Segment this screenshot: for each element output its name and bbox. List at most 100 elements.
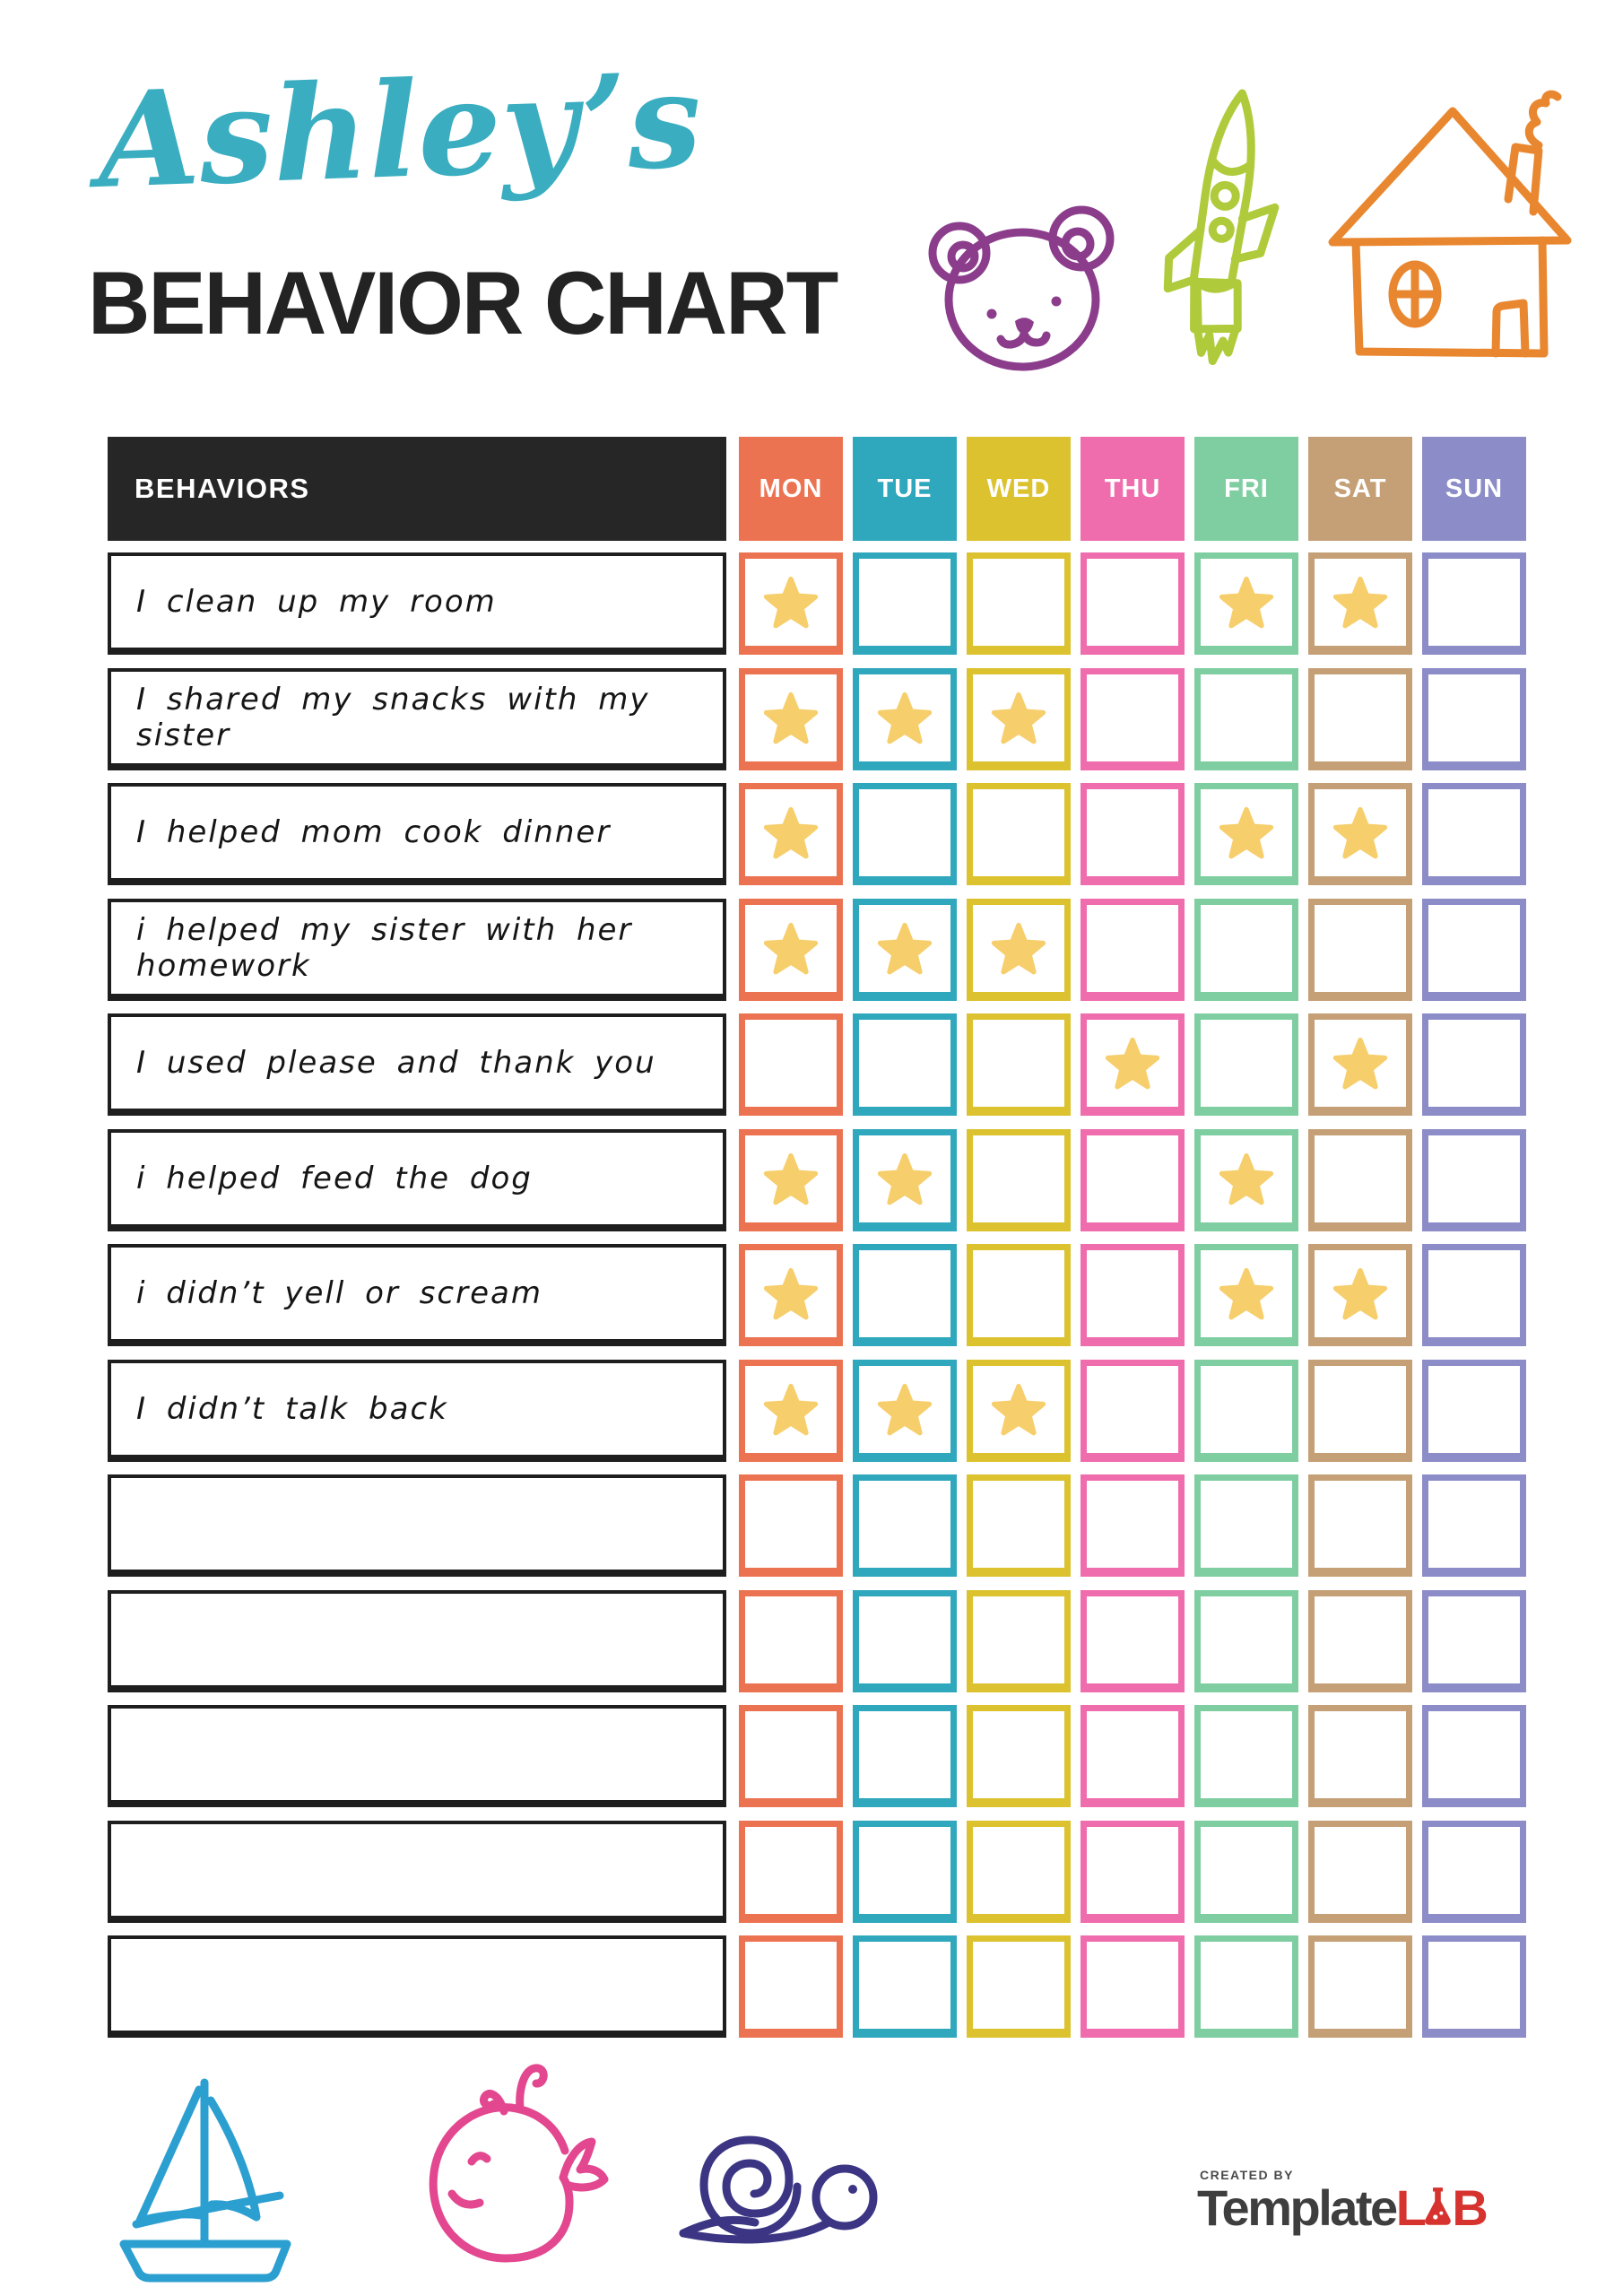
day-cell-thu: [1081, 899, 1185, 1001]
day-cell-tue: [853, 783, 957, 885]
star-icon: [991, 1383, 1046, 1435]
day-cell-fri: [1194, 1013, 1298, 1116]
day-cell-mon: [739, 1935, 843, 2038]
behavior-text: i didn’t yell or scream: [136, 1275, 542, 1311]
day-cell-sun: [1422, 899, 1526, 1001]
star-icon: [1332, 1267, 1388, 1319]
day-cell-mon: [739, 899, 843, 1001]
day-cell-fri: [1194, 1244, 1298, 1346]
rocket-icon: [1163, 89, 1280, 365]
behavior-text: I used please and thank you: [136, 1045, 656, 1081]
day-cell-thu: [1081, 1360, 1185, 1462]
day-cell-thu: [1081, 783, 1185, 885]
behavior-label: [108, 1590, 726, 1692]
day-cell-thu: [1081, 1244, 1185, 1346]
behavior-label: [108, 1705, 726, 1807]
day-cell-mon: [739, 1821, 843, 1923]
day-cell-sun: [1422, 1013, 1526, 1116]
star-icon: [991, 922, 1046, 974]
behavior-label: [108, 1821, 726, 1923]
star-icon: [763, 1383, 819, 1435]
behavior-text: I helped mom cook dinner: [136, 814, 612, 850]
star-icon: [763, 1152, 819, 1205]
day-cell-mon: [739, 1013, 843, 1116]
day-cell-sun: [1422, 1821, 1526, 1923]
day-cell-mon: [739, 1129, 843, 1231]
day-cell-sun: [1422, 783, 1526, 885]
star-icon: [1219, 1267, 1274, 1319]
day-cell-thu: [1081, 1474, 1185, 1577]
behavior-text: I shared my snacks with my sister: [136, 682, 650, 753]
day-cell-tue: [853, 1013, 957, 1116]
behavior-label: I clean up my room: [108, 552, 726, 655]
day-cell-wed: [967, 783, 1071, 885]
star-icon: [1219, 1152, 1274, 1205]
flask-icon: [1425, 2187, 1452, 2225]
day-cell-sun: [1422, 1360, 1526, 1462]
behavior-label: I didn’t talk back: [108, 1360, 726, 1462]
day-cell-tue: [853, 1935, 957, 2038]
day-cell-thu: [1081, 668, 1185, 770]
day-cell-sun: [1422, 668, 1526, 770]
day-cell-fri: [1194, 783, 1298, 885]
day-cell-mon: [739, 1360, 843, 1462]
day-cell-mon: [739, 783, 843, 885]
day-cell-sun: [1422, 1705, 1526, 1807]
behavior-label: i helped my sister with her homework: [108, 899, 726, 1001]
behavior-table: BEHAVIORS MON TUE WED THU FRI SAT SUN I clean u…: [108, 437, 1526, 2042]
day-cell-mon: [739, 1244, 843, 1346]
day-header-mon: MON: [739, 437, 843, 541]
star-icon: [763, 1267, 819, 1319]
snail-icon: [679, 2135, 878, 2244]
star-icon: [763, 806, 819, 858]
star-icon: [763, 576, 819, 628]
day-header-wed: WED: [967, 437, 1071, 541]
day-cell-sat: [1308, 899, 1412, 1001]
behavior-text: I clean up my room: [136, 584, 497, 620]
day-cell-sat: [1308, 552, 1412, 655]
brand-logo: CREATED BY TemplateL B: [1197, 2168, 1583, 2233]
sailboat-icon: [119, 2078, 291, 2283]
day-cell-wed: [967, 1474, 1071, 1577]
day-cell-fri: [1194, 1821, 1298, 1923]
day-cell-sat: [1308, 1474, 1412, 1577]
day-cell-thu: [1081, 1590, 1185, 1692]
day-header-tue: TUE: [853, 437, 957, 541]
child-name: Ashley’s: [95, 43, 704, 218]
day-cell-tue: [853, 1244, 957, 1346]
day-cell-tue: [853, 1590, 957, 1692]
day-cell-thu: [1081, 1013, 1185, 1116]
day-cell-sun: [1422, 1129, 1526, 1231]
star-icon: [1105, 1037, 1160, 1089]
day-cell-fri: [1194, 552, 1298, 655]
star-icon: [877, 1152, 933, 1205]
day-cell-sun: [1422, 1244, 1526, 1346]
day-cell-wed: [967, 1821, 1071, 1923]
day-cell-fri: [1194, 1360, 1298, 1462]
day-cell-sun: [1422, 1935, 1526, 2038]
day-cell-fri: [1194, 1705, 1298, 1807]
behavior-label: I shared my snacks with my sister: [108, 668, 726, 770]
day-cell-mon: [739, 1590, 843, 1692]
day-cell-tue: [853, 1129, 957, 1231]
behavior-label: i helped feed the dog: [108, 1129, 726, 1231]
behavior-text: i helped feed the dog: [136, 1161, 533, 1196]
day-cell-wed: [967, 1935, 1071, 2038]
behavior-text: i helped my sister with her homework: [136, 912, 633, 984]
star-icon: [1219, 576, 1274, 628]
brand-lab-l: L: [1395, 2179, 1427, 2236]
day-cell-sat: [1308, 783, 1412, 885]
behavior-label: [108, 1474, 726, 1577]
day-cell-sun: [1422, 552, 1526, 655]
page-title: BEHAVIOR CHART: [88, 253, 838, 352]
behavior-label: I helped mom cook dinner: [108, 783, 726, 885]
day-header-fri: FRI: [1194, 437, 1298, 541]
day-cell-wed: [967, 1013, 1071, 1116]
day-cell-sun: [1422, 1590, 1526, 1692]
day-cell-wed: [967, 1705, 1071, 1807]
day-header-sun: SUN: [1422, 437, 1526, 541]
star-icon: [877, 922, 933, 974]
brand-name: TemplateL B: [1197, 2183, 1583, 2233]
day-cell-tue: [853, 668, 957, 770]
